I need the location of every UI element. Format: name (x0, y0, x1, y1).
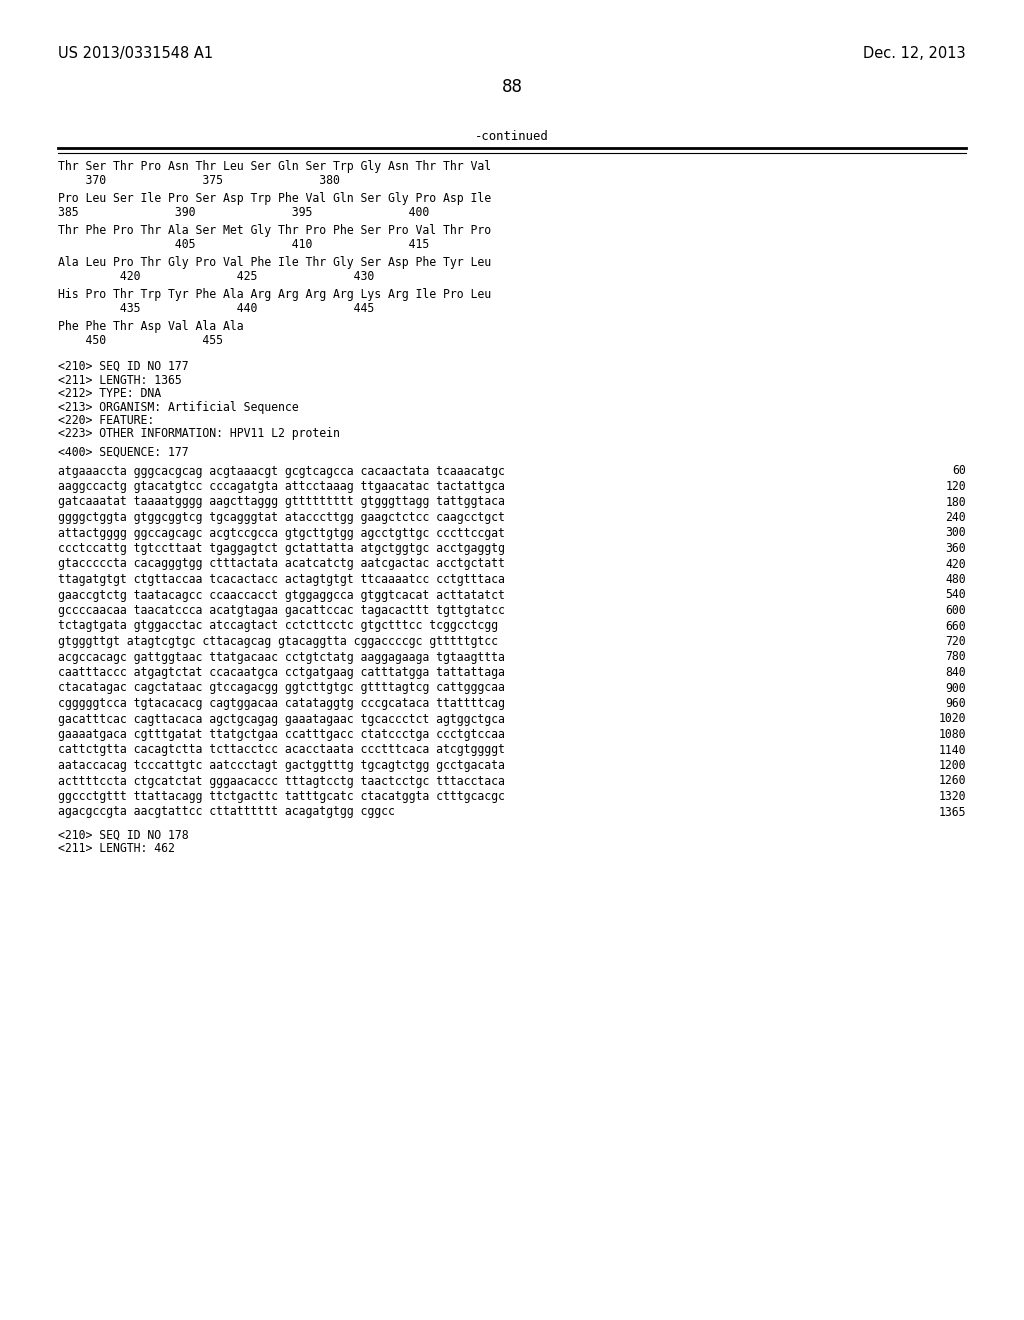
Text: 660: 660 (945, 619, 966, 632)
Text: 120: 120 (945, 480, 966, 492)
Text: 405              410              415: 405 410 415 (58, 238, 429, 251)
Text: Pro Leu Ser Ile Pro Ser Asp Trp Phe Val Gln Ser Gly Pro Asp Ile: Pro Leu Ser Ile Pro Ser Asp Trp Phe Val … (58, 191, 492, 205)
Text: 1200: 1200 (939, 759, 966, 772)
Text: atgaaaccta gggcacgcag acgtaaacgt gcgtcagcca cacaactata tcaaacatgc: atgaaaccta gggcacgcag acgtaaacgt gcgtcag… (58, 465, 505, 478)
Text: ggccctgttt ttattacagg ttctgacttc tatttgcatc ctacatggta ctttgcacgc: ggccctgttt ttattacagg ttctgacttc tatttgc… (58, 789, 505, 803)
Text: gatcaaatat taaaatgggg aagcttaggg gttttttttt gtgggttagg tattggtaca: gatcaaatat taaaatgggg aagcttaggg gtttttt… (58, 495, 505, 508)
Text: gtacccccta cacagggtgg ctttactata acatcatctg aatcgactac acctgctatt: gtacccccta cacagggtgg ctttactata acatcat… (58, 557, 505, 570)
Text: 1080: 1080 (939, 729, 966, 741)
Text: 180: 180 (945, 495, 966, 508)
Text: 88: 88 (502, 78, 522, 96)
Text: 780: 780 (945, 651, 966, 664)
Text: Thr Ser Thr Pro Asn Thr Leu Ser Gln Ser Trp Gly Asn Thr Thr Val: Thr Ser Thr Pro Asn Thr Leu Ser Gln Ser … (58, 160, 492, 173)
Text: 60: 60 (952, 465, 966, 478)
Text: <210> SEQ ID NO 177: <210> SEQ ID NO 177 (58, 360, 188, 374)
Text: Thr Phe Pro Thr Ala Ser Met Gly Thr Pro Phe Ser Pro Val Thr Pro: Thr Phe Pro Thr Ala Ser Met Gly Thr Pro … (58, 224, 492, 238)
Text: ttagatgtgt ctgttaccaa tcacactacc actagtgtgt ttcaaaatcc cctgtttaca: ttagatgtgt ctgttaccaa tcacactacc actagtg… (58, 573, 505, 586)
Text: Ala Leu Pro Thr Gly Pro Val Phe Ile Thr Gly Ser Asp Phe Tyr Leu: Ala Leu Pro Thr Gly Pro Val Phe Ile Thr … (58, 256, 492, 269)
Text: 720: 720 (945, 635, 966, 648)
Text: tctagtgata gtggacctac atccagtact cctcttcctc gtgctttcc tcggcctcgg: tctagtgata gtggacctac atccagtact cctcttc… (58, 619, 498, 632)
Text: gaaccgtctg taatacagcc ccaaccacct gtggaggcca gtggtcacat acttatatct: gaaccgtctg taatacagcc ccaaccacct gtggagg… (58, 589, 505, 602)
Text: Dec. 12, 2013: Dec. 12, 2013 (863, 46, 966, 61)
Text: <220> FEATURE:: <220> FEATURE: (58, 414, 155, 426)
Text: <400> SEQUENCE: 177: <400> SEQUENCE: 177 (58, 446, 188, 459)
Text: cgggggtcca tgtacacacg cagtggacaa catataggtg cccgcataca ttattttcag: cgggggtcca tgtacacacg cagtggacaa catatag… (58, 697, 505, 710)
Text: gtgggttgt atagtcgtgc cttacagcag gtacaggtta cggaccccgc gtttttgtcc: gtgggttgt atagtcgtgc cttacagcag gtacaggt… (58, 635, 498, 648)
Text: 385              390              395              400: 385 390 395 400 (58, 206, 429, 219)
Text: 360: 360 (945, 543, 966, 554)
Text: <212> TYPE: DNA: <212> TYPE: DNA (58, 387, 161, 400)
Text: <213> ORGANISM: Artificial Sequence: <213> ORGANISM: Artificial Sequence (58, 400, 299, 413)
Text: 300: 300 (945, 527, 966, 540)
Text: 960: 960 (945, 697, 966, 710)
Text: 370              375              380: 370 375 380 (58, 173, 340, 186)
Text: -continued: -continued (475, 129, 549, 143)
Text: 420: 420 (945, 557, 966, 570)
Text: <211> LENGTH: 462: <211> LENGTH: 462 (58, 842, 175, 855)
Text: Phe Phe Thr Asp Val Ala Ala: Phe Phe Thr Asp Val Ala Ala (58, 319, 244, 333)
Text: His Pro Thr Trp Tyr Phe Ala Arg Arg Arg Arg Lys Arg Ile Pro Leu: His Pro Thr Trp Tyr Phe Ala Arg Arg Arg … (58, 288, 492, 301)
Text: gacatttcac cagttacaca agctgcagag gaaatagaac tgcaccctct agtggctgca: gacatttcac cagttacaca agctgcagag gaaatag… (58, 713, 505, 726)
Text: 1365: 1365 (939, 805, 966, 818)
Text: 480: 480 (945, 573, 966, 586)
Text: gccccaacaa taacatccca acatgtagaa gacattccac tagacacttt tgttgtatcc: gccccaacaa taacatccca acatgtagaa gacattc… (58, 605, 505, 616)
Text: ctacatagac cagctataac gtccagacgg ggtcttgtgc gttttagtcg cattgggcaa: ctacatagac cagctataac gtccagacgg ggtcttg… (58, 681, 505, 694)
Text: 450              455: 450 455 (58, 334, 223, 346)
Text: gaaaatgaca cgtttgatat ttatgctgaa ccatttgacc ctatccctga ccctgtccaa: gaaaatgaca cgtttgatat ttatgctgaa ccatttg… (58, 729, 505, 741)
Text: 420              425              430: 420 425 430 (58, 269, 374, 282)
Text: US 2013/0331548 A1: US 2013/0331548 A1 (58, 46, 213, 61)
Text: acttttccta ctgcatctat gggaacaccc tttagtcctg taactcctgc tttacctaca: acttttccta ctgcatctat gggaacaccc tttagtc… (58, 775, 505, 788)
Text: 435              440              445: 435 440 445 (58, 301, 374, 314)
Text: <211> LENGTH: 1365: <211> LENGTH: 1365 (58, 374, 181, 387)
Text: cattctgtta cacagtctta tcttacctcc acacctaata ccctttcaca atcgtggggt: cattctgtta cacagtctta tcttacctcc acaccta… (58, 743, 505, 756)
Text: 1140: 1140 (939, 743, 966, 756)
Text: <210> SEQ ID NO 178: <210> SEQ ID NO 178 (58, 829, 188, 842)
Text: ggggctggta gtggcggtcg tgcagggtat atacccttgg gaagctctcc caagcctgct: ggggctggta gtggcggtcg tgcagggtat ataccct… (58, 511, 505, 524)
Text: 900: 900 (945, 681, 966, 694)
Text: ccctccattg tgtccttaat tgaggagtct gctattatta atgctggtgc acctgaggtg: ccctccattg tgtccttaat tgaggagtct gctatta… (58, 543, 505, 554)
Text: <223> OTHER INFORMATION: HPV11 L2 protein: <223> OTHER INFORMATION: HPV11 L2 protei… (58, 428, 340, 441)
Text: acgccacagc gattggtaac ttatgacaac cctgtctatg aaggagaaga tgtaagttta: acgccacagc gattggtaac ttatgacaac cctgtct… (58, 651, 505, 664)
Text: attactgggg ggccagcagc acgtccgcca gtgcttgtgg agcctgttgc cccttccgat: attactgggg ggccagcagc acgtccgcca gtgcttg… (58, 527, 505, 540)
Text: 540: 540 (945, 589, 966, 602)
Text: 240: 240 (945, 511, 966, 524)
Text: 840: 840 (945, 667, 966, 678)
Text: caatttaccc atgagtctat ccacaatgca cctgatgaag catttatgga tattattaga: caatttaccc atgagtctat ccacaatgca cctgatg… (58, 667, 505, 678)
Text: 1020: 1020 (939, 713, 966, 726)
Text: agacgccgta aacgtattcc cttatttttt acagatgtgg cggcc: agacgccgta aacgtattcc cttatttttt acagatg… (58, 805, 395, 818)
Text: 1320: 1320 (939, 789, 966, 803)
Text: 600: 600 (945, 605, 966, 616)
Text: aaggccactg gtacatgtcc cccagatgta attcctaaag ttgaacatac tactattgca: aaggccactg gtacatgtcc cccagatgta attccta… (58, 480, 505, 492)
Text: 1260: 1260 (939, 775, 966, 788)
Text: aataccacag tcccattgtc aatccctagt gactggtttg tgcagtctgg gcctgacata: aataccacag tcccattgtc aatccctagt gactggt… (58, 759, 505, 772)
